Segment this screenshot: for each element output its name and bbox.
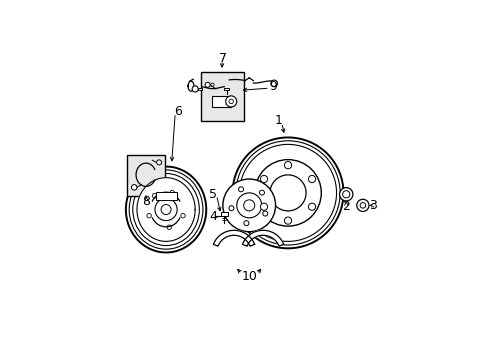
Polygon shape: [137, 177, 195, 242]
Text: 9: 9: [268, 80, 276, 93]
Polygon shape: [242, 230, 283, 246]
Bar: [198, 87, 202, 90]
Circle shape: [260, 175, 267, 183]
Circle shape: [243, 200, 254, 211]
Circle shape: [238, 187, 243, 192]
Circle shape: [146, 213, 151, 218]
Circle shape: [152, 193, 156, 198]
Circle shape: [192, 86, 198, 92]
Text: 10: 10: [241, 270, 257, 283]
Bar: [155, 192, 176, 200]
Circle shape: [228, 206, 233, 211]
Bar: [211, 96, 231, 107]
Circle shape: [235, 141, 340, 245]
Circle shape: [225, 96, 236, 107]
Circle shape: [232, 138, 343, 248]
Circle shape: [342, 191, 349, 198]
Circle shape: [170, 190, 174, 195]
Text: 3: 3: [368, 199, 376, 212]
Circle shape: [155, 198, 177, 221]
Text: 1: 1: [274, 114, 282, 127]
Circle shape: [259, 190, 264, 195]
Text: 5: 5: [209, 188, 217, 201]
Text: 7: 7: [219, 52, 226, 65]
Circle shape: [260, 203, 267, 210]
Circle shape: [236, 193, 261, 218]
Circle shape: [181, 213, 185, 218]
Circle shape: [131, 185, 137, 190]
Circle shape: [270, 80, 277, 87]
Text: 6: 6: [174, 105, 182, 118]
Bar: [221, 212, 227, 216]
Circle shape: [223, 179, 275, 232]
Circle shape: [284, 217, 291, 224]
Circle shape: [210, 83, 214, 86]
Circle shape: [156, 160, 162, 165]
Bar: [200, 72, 243, 121]
Circle shape: [339, 188, 352, 201]
Circle shape: [308, 175, 315, 183]
Text: 4: 4: [209, 210, 217, 223]
Circle shape: [262, 211, 267, 216]
Circle shape: [284, 162, 291, 169]
Ellipse shape: [133, 174, 199, 246]
Circle shape: [205, 82, 210, 87]
Circle shape: [308, 203, 315, 210]
Ellipse shape: [125, 167, 206, 252]
Circle shape: [161, 204, 171, 215]
Ellipse shape: [129, 170, 203, 249]
Circle shape: [244, 221, 248, 226]
Circle shape: [166, 225, 171, 229]
Text: 2: 2: [342, 200, 349, 213]
Circle shape: [269, 175, 305, 211]
Circle shape: [228, 99, 233, 104]
Circle shape: [239, 144, 336, 242]
Circle shape: [254, 159, 321, 226]
Circle shape: [359, 203, 365, 208]
Polygon shape: [213, 230, 254, 246]
Bar: [224, 87, 229, 90]
Text: 8: 8: [142, 195, 150, 208]
Circle shape: [356, 199, 368, 211]
Bar: [127, 156, 164, 195]
